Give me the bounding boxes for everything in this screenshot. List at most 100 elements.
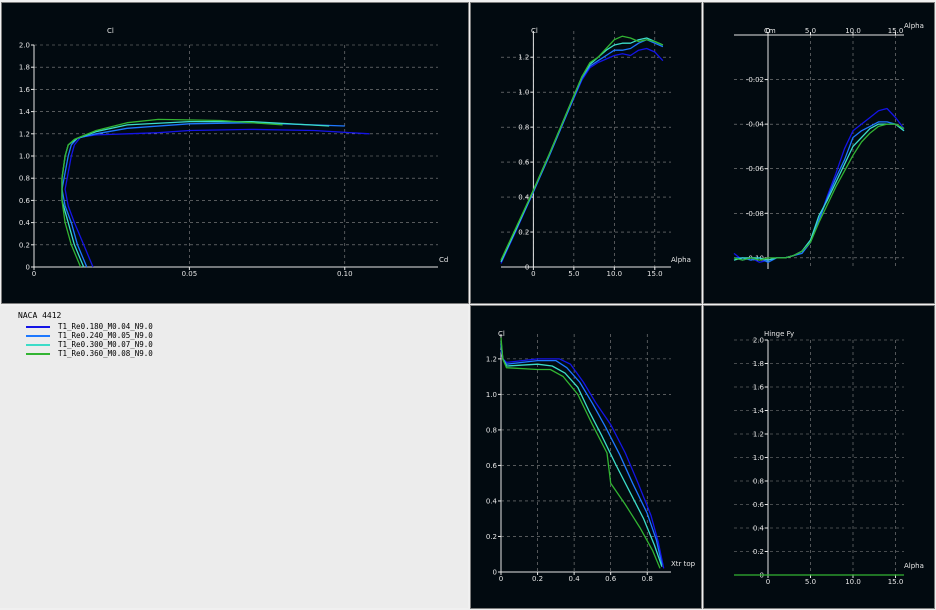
series-line <box>733 107 905 263</box>
legend-label: T1_Re0.240_M0.05_N9.0 <box>58 331 153 340</box>
cm-alpha-plot: 0 5.0 10.0 15.0-0.02-0.04-0.06-0.08-0.10Alp… <box>733 22 924 269</box>
legend-swatch <box>26 335 50 337</box>
cl-xtr-plot: 0 0.2 0.4 0.6 0.8 0 0.2 0.4 0.6 0.8 1.0 1.2 Xtr top C… <box>486 330 696 583</box>
legend-swatch <box>26 344 50 346</box>
y-tick-label: 0.2 <box>518 229 529 237</box>
x-tick-label: 0 <box>766 578 770 586</box>
y-tick-label: 1.0 <box>486 391 497 399</box>
y-tick-label: 1.8 <box>19 64 30 72</box>
x-tick-label: 10.0 <box>845 27 861 35</box>
y-tick-label: 0.8 <box>19 175 30 183</box>
x-tick-label: 10.0 <box>607 270 623 278</box>
y-tick-label: 0.8 <box>486 426 497 434</box>
x-tick-label: 5.0 <box>568 270 579 278</box>
cl-alpha-plot: 0 5.0 10.0 15.0 0 0.2 0.4 0.6 0.8 1.0 1.2 Alpha Cl <box>500 27 691 278</box>
y-tick-label: 0 <box>493 569 497 577</box>
y-tick-label: 1.0 <box>19 153 30 161</box>
x-tick-label: 15.0 <box>647 270 663 278</box>
y-tick-label: 0.4 <box>518 194 530 202</box>
legend-label: T1_Re0.180_M0.04_N9.0 <box>58 322 153 331</box>
y-tick-label: 0.8 <box>518 124 529 132</box>
legend-title: NACA 4412 <box>18 311 62 320</box>
series-line <box>500 39 664 263</box>
polar-graph-cl-cd[interactable]: 0 0.05 0.10 0 0.2 0.4 0.6 0.8 1.0 1.2 1.4 1.6 1.8 2.0… <box>1 2 469 304</box>
y-tick-label: -0.06 <box>746 165 765 173</box>
y-tick-label: 0.2 <box>753 548 764 556</box>
y-tick-label: 0.6 <box>19 197 31 205</box>
y-tick-label: 0.2 <box>19 241 30 249</box>
y-tick-label: 0.4 <box>486 497 498 505</box>
y-axis-label: Cl <box>498 330 505 338</box>
legend-label: T1_Re0.300_M0.07_N9.0 <box>58 340 153 349</box>
graph-cl-xtr-top[interactable]: 0 0.2 0.4 0.6 0.8 0 0.2 0.4 0.6 0.8 1.0 1.2 Xtr top C… <box>470 305 702 609</box>
x-axis-label: Xtr top <box>671 560 696 568</box>
y-tick-label: 0.6 <box>518 159 530 167</box>
x-tick-label: 0.4 <box>569 575 581 583</box>
x-tick-label: 0 <box>32 270 36 278</box>
y-tick-label: -0.08 <box>746 210 764 218</box>
y-tick-label: 2.0 <box>19 42 30 50</box>
y-tick-label: 1.6 <box>753 384 765 392</box>
y-tick-label: 1.0 <box>753 454 764 462</box>
y-axis-label: Cm <box>764 27 776 35</box>
x-axis-label: Cd <box>439 256 448 264</box>
x-tick-label: 0.8 <box>642 575 653 583</box>
y-tick-label: 1.4 <box>19 108 31 116</box>
y-tick-label: 1.2 <box>486 355 497 363</box>
series-line <box>500 35 664 261</box>
y-tick-label: 1.2 <box>19 130 30 138</box>
x-axis-label: Alpha <box>904 22 924 30</box>
y-tick-label: 0.2 <box>486 533 497 541</box>
y-tick-label: 1.0 <box>518 89 529 97</box>
series-line <box>733 123 905 261</box>
graph-cm-alpha[interactable]: 0 5.0 10.0 15.0 -0.02 -0.04 -0.06 -0.08 -0.10 Alp… <box>703 2 935 304</box>
y-tick-label: 1.6 <box>19 86 31 94</box>
x-tick-label: 0 <box>499 575 503 583</box>
series-line <box>61 118 283 268</box>
series-line <box>64 128 370 268</box>
legend-swatch <box>26 326 50 328</box>
polar-plot: 0 0.05 0.10 0 0.2 0.4 0.6 0.8 1.0 1.2 1.4 1.6 1.8 2.0… <box>19 27 448 278</box>
series-line <box>61 122 345 268</box>
series-line <box>500 337 661 569</box>
x-axis-label: Alpha <box>671 256 691 264</box>
x-tick-label: 5.0 <box>805 27 816 35</box>
x-tick-label: 0 <box>531 270 535 278</box>
series-line <box>733 123 905 261</box>
series-line <box>500 349 665 569</box>
x-axis-label: Alpha <box>904 562 924 570</box>
y-tick-label: 1.2 <box>518 54 529 62</box>
y-tick-label: 0.4 <box>753 525 765 533</box>
legend-panel: NACA 4412 T1_Re0.180_M0.04_N9.0 T1_Re0.2… <box>0 306 468 608</box>
y-tick-label: -0.02 <box>746 76 764 84</box>
series-line <box>500 341 663 567</box>
legend-label: T1_Re0.360_M0.08_N9.0 <box>58 349 153 358</box>
y-tick-label: 0.4 <box>19 219 31 227</box>
graph-cl-alpha[interactable]: 0 5.0 10.0 15.0 0 0.2 0.4 0.6 0.8 1.0 1.2 Alpha Cl <box>470 2 702 304</box>
y-tick-label: 1.2 <box>753 431 764 439</box>
x-tick-label: 15.0 <box>888 27 904 35</box>
x-tick-label: 10.0 <box>845 578 861 586</box>
y-tick-label: 0.8 <box>753 478 764 486</box>
y-axis-label: Cl <box>531 27 538 35</box>
y-tick-label: 2.0 <box>753 337 764 345</box>
x-tick-label: 0.05 <box>182 270 198 278</box>
y-tick-label: 0 <box>26 264 30 272</box>
x-tick-label: 0 <box>766 27 770 35</box>
x-tick-label: 5.0 <box>805 578 816 586</box>
y-tick-label: 0 <box>525 264 529 272</box>
x-tick-label: 0.2 <box>532 575 543 583</box>
hinge-plot: 0 5.0 10.0 15.000.20.40.60.81.01.21.41.61.8… <box>734 330 924 586</box>
y-tick-label: 1.4 <box>753 407 765 415</box>
y-axis-label: Hinge Fy <box>764 330 794 338</box>
y-tick-label: -0.04 <box>746 121 765 129</box>
y-tick-label: 0.6 <box>753 501 765 509</box>
legend-swatch <box>26 353 50 355</box>
graph-hinge-fy-alpha[interactable]: 0 5.0 10.0 15.0 0 0.2 0.4 0.6 0.8 1.0 1.2 1.4 1.6 1.8… <box>703 305 935 609</box>
y-tick-label: 0.6 <box>486 462 498 470</box>
x-tick-label: 15.0 <box>888 578 904 586</box>
series-line <box>734 121 905 263</box>
series-line <box>500 344 663 566</box>
y-tick-label: 1.8 <box>753 360 764 368</box>
series-line <box>61 120 330 268</box>
